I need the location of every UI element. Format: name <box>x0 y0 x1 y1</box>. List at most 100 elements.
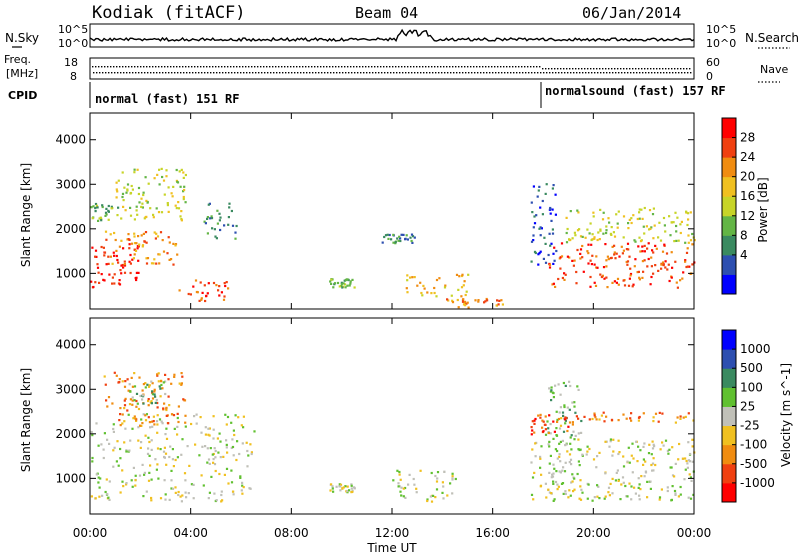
echo-cell <box>173 375 176 378</box>
nave-dot <box>384 72 386 74</box>
echo-cell <box>619 498 622 501</box>
echo-cell <box>165 414 168 417</box>
echo-cell <box>559 406 562 409</box>
nave-dot <box>474 72 476 74</box>
nave-dot <box>684 72 686 74</box>
echo-cell <box>574 434 577 437</box>
echo-cell <box>109 255 112 258</box>
echo-cell <box>433 291 436 295</box>
echo-cell <box>234 237 237 240</box>
echo-cell <box>165 169 168 172</box>
echo-cell <box>548 263 552 266</box>
echo-cell <box>115 249 118 252</box>
echo-cell <box>548 387 551 390</box>
echo-cell <box>137 259 140 262</box>
echo-cell <box>144 176 147 179</box>
echo-cell <box>673 475 676 478</box>
freq-dot <box>650 68 652 70</box>
nave-dot <box>99 72 101 74</box>
echo-cell <box>687 241 690 244</box>
freq-dot <box>101 66 103 68</box>
echo-cell <box>172 414 176 417</box>
echo-cell <box>119 413 122 416</box>
echo-cell <box>131 427 134 430</box>
echo-cell <box>131 188 134 191</box>
echo-cell <box>125 191 128 194</box>
echo-cell <box>127 389 130 392</box>
echo-cell <box>430 500 434 503</box>
nave-dot <box>159 72 161 74</box>
nave-dot <box>441 72 443 74</box>
nave-dot <box>576 72 578 74</box>
echo-cell <box>530 201 533 204</box>
echo-cell <box>651 440 654 443</box>
echo-cell <box>662 444 665 447</box>
echo-cell <box>220 490 223 493</box>
echo-cell <box>160 420 163 423</box>
nave-dot <box>135 72 137 74</box>
echo-cell <box>146 383 149 386</box>
echo-cell <box>564 422 567 425</box>
echo-cell <box>147 398 150 401</box>
echo-cell <box>544 415 547 418</box>
echo-cell <box>392 241 395 244</box>
freq-dot <box>368 66 370 68</box>
echo-cell <box>600 414 603 417</box>
freq-dot <box>350 66 352 68</box>
nave-dot <box>618 72 620 74</box>
echo-cell <box>650 275 653 279</box>
echo-cell <box>691 445 694 448</box>
echo-cell <box>496 299 499 302</box>
echo-cell <box>400 233 403 236</box>
echo-cell <box>555 427 558 430</box>
echo-cell <box>497 303 500 306</box>
echo-cell <box>198 299 201 302</box>
nave-dot <box>123 72 125 74</box>
echo-cell <box>183 185 186 188</box>
echo-cell <box>611 281 614 284</box>
nave-dot <box>285 72 287 74</box>
echo-cell <box>183 399 187 402</box>
nave-dot <box>507 72 509 74</box>
nave-dot <box>339 72 341 74</box>
echo-cell <box>665 252 669 255</box>
echo-cell <box>547 253 550 257</box>
nave-dot <box>294 72 296 74</box>
echo-cell <box>605 225 608 228</box>
echo-cell <box>573 477 576 480</box>
echo-cell <box>467 306 470 309</box>
echo-cell <box>176 433 179 436</box>
echo-cell <box>671 446 674 449</box>
echo-cell <box>218 432 221 435</box>
echo-cell <box>140 197 143 200</box>
echo-cell <box>133 235 136 238</box>
echo-cell <box>495 304 498 307</box>
echo-cell <box>134 417 137 420</box>
freq-dot <box>272 66 274 68</box>
echo-cell <box>426 498 429 501</box>
echo-cell <box>150 439 153 442</box>
echo-cell <box>530 240 534 243</box>
nave-dot <box>453 72 455 74</box>
freq-dot <box>551 68 553 70</box>
freq-dot <box>656 68 658 70</box>
echo-cell <box>648 209 652 212</box>
echo-cell <box>573 231 576 234</box>
echo-cell <box>180 382 183 385</box>
echo-cell <box>142 193 145 197</box>
echo-cell <box>651 447 655 450</box>
echo-cell <box>115 254 118 258</box>
echo-cell <box>235 224 238 228</box>
echo-cell <box>170 469 173 472</box>
echo-cell <box>617 210 620 213</box>
nave-dot <box>513 72 515 74</box>
echo-cell <box>151 397 155 400</box>
nave-dot <box>306 72 308 74</box>
freq-dot <box>191 66 193 68</box>
echo-cell <box>346 485 349 488</box>
nave-dot <box>465 72 467 74</box>
echo-cell <box>684 259 687 262</box>
echo-cell <box>156 173 159 176</box>
nave-dot <box>408 72 410 74</box>
